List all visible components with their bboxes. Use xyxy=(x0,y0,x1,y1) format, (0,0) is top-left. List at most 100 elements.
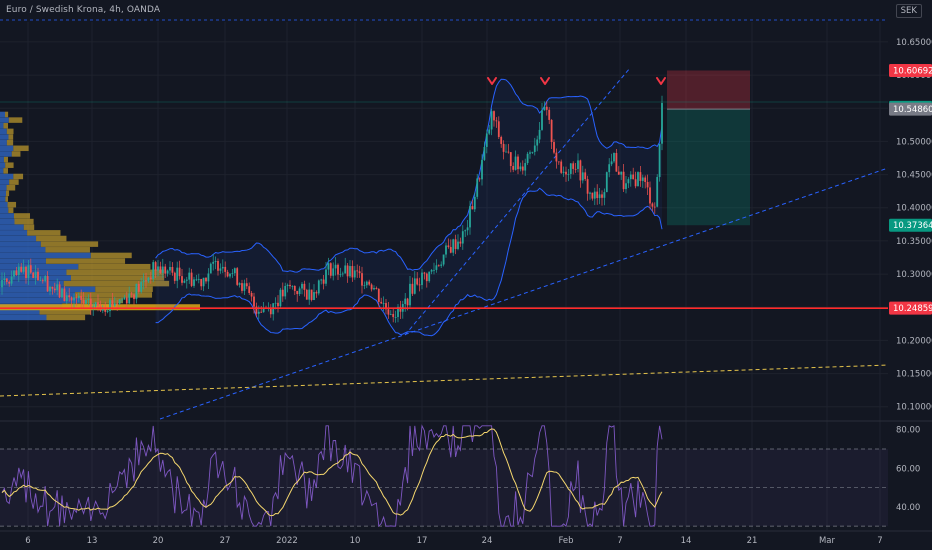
candle xyxy=(286,284,289,287)
candle xyxy=(447,245,450,248)
candle xyxy=(353,270,356,278)
price-tick-label: 10.15000 xyxy=(896,370,932,380)
volume-bar-down xyxy=(6,128,14,135)
candle xyxy=(310,289,313,301)
volume-bar-down xyxy=(5,162,14,168)
candle xyxy=(284,286,287,297)
volume-bar-down xyxy=(6,139,14,146)
volume-bar-up xyxy=(0,235,37,242)
candle xyxy=(658,143,661,178)
candle xyxy=(154,262,157,271)
candle xyxy=(63,288,66,302)
candle xyxy=(349,266,351,277)
candle xyxy=(209,263,212,274)
candle xyxy=(505,151,507,153)
candle xyxy=(577,160,579,169)
time-tick-label: Feb xyxy=(558,536,573,546)
candle xyxy=(157,266,159,271)
candle xyxy=(495,120,498,122)
volume-bar-up xyxy=(0,122,4,129)
price-badge xyxy=(889,301,932,315)
candle xyxy=(262,308,265,313)
volume-bar-down xyxy=(27,230,61,236)
candle xyxy=(649,187,651,204)
candle xyxy=(543,106,546,111)
candle xyxy=(185,279,188,281)
candle xyxy=(130,293,133,295)
volume-bar-down xyxy=(39,309,91,315)
candle xyxy=(329,263,332,276)
candle xyxy=(509,152,512,167)
volume-bar-down xyxy=(3,122,9,129)
candle xyxy=(116,303,119,305)
price-badge xyxy=(889,63,932,77)
candle xyxy=(322,279,325,284)
candle xyxy=(82,299,85,304)
volume-bar-up xyxy=(0,145,14,152)
volume-bar-down xyxy=(7,201,17,208)
volume-bar-up xyxy=(0,252,91,259)
candle xyxy=(89,298,92,309)
candle xyxy=(562,171,565,173)
candle xyxy=(656,177,659,207)
peak-marker-icon xyxy=(487,77,497,85)
candle xyxy=(538,129,541,140)
chart-title: Euro / Swedish Krona, 4h, OANDA xyxy=(6,5,161,15)
candle xyxy=(49,286,51,292)
candle xyxy=(308,289,311,300)
volume-bar-down xyxy=(13,145,29,152)
peak-markers xyxy=(487,77,666,85)
candle xyxy=(255,306,258,314)
volume-bar-down xyxy=(95,286,153,292)
candle xyxy=(85,300,87,304)
candle xyxy=(296,290,299,295)
time-tick-label: 7 xyxy=(617,536,622,546)
candle xyxy=(257,311,260,314)
candle xyxy=(449,247,452,253)
candle xyxy=(197,278,200,280)
candle xyxy=(440,264,443,266)
target-zone xyxy=(667,109,750,226)
candle xyxy=(356,270,359,272)
candle xyxy=(531,151,534,153)
candle xyxy=(32,272,35,278)
volume-bar-down xyxy=(13,173,24,180)
volume-bar-down xyxy=(23,224,35,230)
candle xyxy=(610,161,613,165)
volume-bar-up xyxy=(0,224,24,230)
candle xyxy=(469,206,471,228)
volume-bar-up xyxy=(0,196,6,202)
candle xyxy=(591,192,594,199)
candle xyxy=(29,265,32,273)
time-tick-label: 21 xyxy=(747,536,758,546)
candle xyxy=(581,172,584,181)
candle xyxy=(430,269,433,272)
volume-bar-down xyxy=(63,280,170,287)
candle xyxy=(315,292,318,294)
candle xyxy=(332,268,335,276)
candle xyxy=(164,266,167,274)
candle xyxy=(617,171,620,175)
time-tick-label: 20 xyxy=(153,536,164,546)
candle xyxy=(152,262,155,280)
candle xyxy=(238,283,241,285)
time-tick-label: 17 xyxy=(417,536,428,546)
candle xyxy=(521,166,524,171)
candle xyxy=(466,227,469,231)
candle xyxy=(476,178,479,197)
candle xyxy=(205,277,207,282)
currency-label[interactable]: SEK xyxy=(895,4,922,18)
candle xyxy=(337,264,339,275)
candle xyxy=(97,302,99,307)
candle xyxy=(370,284,373,290)
bollinger-bands xyxy=(155,78,663,337)
candle xyxy=(536,139,539,146)
candle xyxy=(514,156,517,170)
candle xyxy=(661,103,663,144)
candle xyxy=(651,203,654,207)
rsi-tick-label: 40.00 xyxy=(896,503,920,513)
volume-bar-down xyxy=(14,218,34,225)
candle xyxy=(137,283,140,292)
rsi-ma-line xyxy=(1,428,663,517)
